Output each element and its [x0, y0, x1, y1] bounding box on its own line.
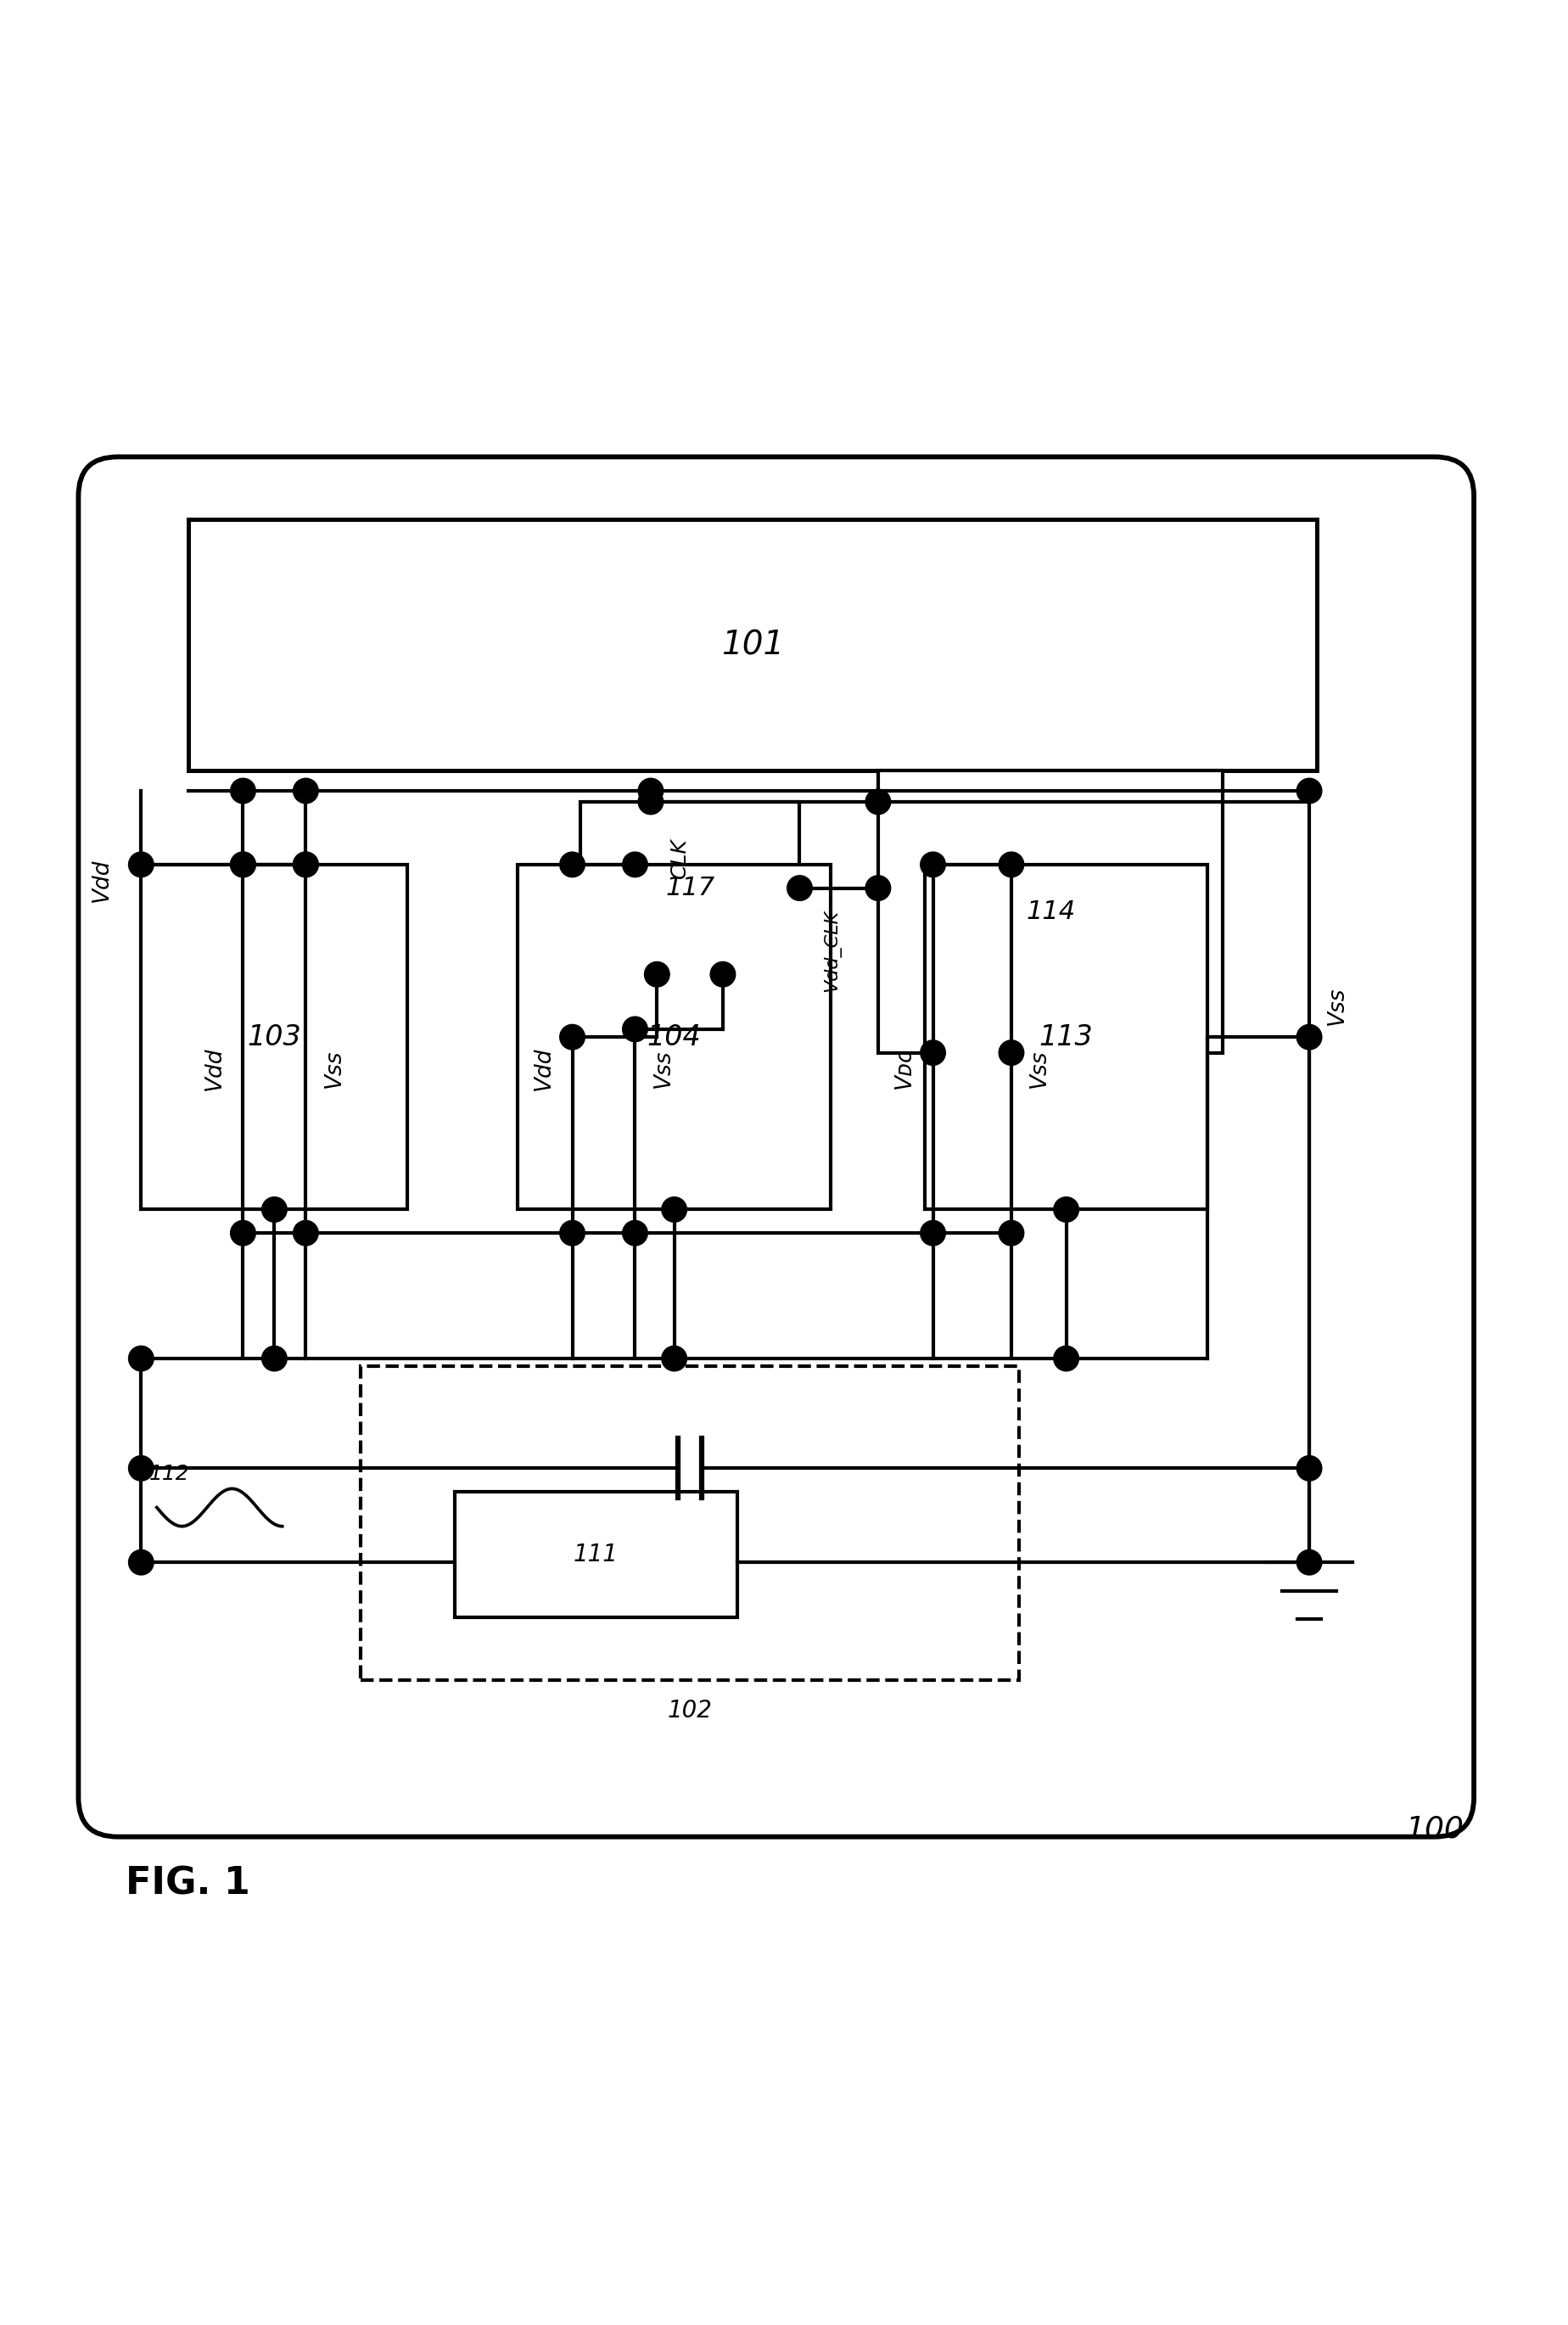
Circle shape: [866, 877, 891, 900]
Text: Vss: Vss: [1327, 986, 1348, 1025]
Text: CLK: CLK: [670, 837, 690, 879]
Circle shape: [129, 1455, 154, 1481]
Circle shape: [129, 1346, 154, 1372]
Circle shape: [638, 788, 663, 814]
Bar: [925, 865, 1207, 1209]
Text: 112: 112: [149, 1465, 190, 1483]
Circle shape: [1297, 1025, 1322, 1049]
Text: 111: 111: [574, 1544, 618, 1567]
Text: Vss: Vss: [323, 1049, 345, 1088]
Circle shape: [999, 1039, 1024, 1065]
FancyBboxPatch shape: [78, 456, 1474, 1837]
Text: 102: 102: [668, 1700, 712, 1723]
Circle shape: [293, 1221, 318, 1246]
Text: 103: 103: [248, 1023, 301, 1051]
Text: Vᴅᴄ: Vᴅᴄ: [894, 1049, 916, 1088]
Circle shape: [230, 851, 256, 877]
Text: 113: 113: [1040, 1023, 1093, 1051]
Text: Vdd: Vdd: [204, 1046, 226, 1090]
Text: FIG. 1: FIG. 1: [125, 1865, 249, 1902]
Bar: [517, 865, 831, 1209]
Circle shape: [293, 779, 318, 804]
Circle shape: [262, 1197, 287, 1223]
Text: 101: 101: [721, 628, 784, 660]
Bar: [361, 1367, 1019, 1681]
Circle shape: [129, 1551, 154, 1574]
Bar: [580, 802, 800, 974]
Circle shape: [1297, 779, 1322, 804]
Text: 117: 117: [665, 877, 715, 900]
Bar: [188, 518, 1317, 770]
Text: Vdd: Vdd: [533, 1046, 555, 1090]
Circle shape: [920, 851, 946, 877]
Circle shape: [710, 963, 735, 986]
Circle shape: [866, 788, 891, 814]
Circle shape: [622, 851, 648, 877]
Circle shape: [999, 1221, 1024, 1246]
Circle shape: [230, 1221, 256, 1246]
Circle shape: [1054, 1346, 1079, 1372]
Circle shape: [230, 779, 256, 804]
Circle shape: [1054, 1197, 1079, 1223]
Text: Vss: Vss: [1029, 1049, 1051, 1088]
Circle shape: [644, 963, 670, 986]
Circle shape: [129, 851, 154, 877]
Text: Vss: Vss: [652, 1049, 674, 1088]
Text: 104: 104: [648, 1023, 701, 1051]
Circle shape: [560, 1221, 585, 1246]
Bar: [878, 770, 1223, 1053]
Circle shape: [622, 1016, 648, 1042]
Circle shape: [560, 851, 585, 877]
Circle shape: [638, 779, 663, 804]
Circle shape: [1297, 1551, 1322, 1574]
Circle shape: [622, 1221, 648, 1246]
Circle shape: [920, 1039, 946, 1065]
Circle shape: [560, 1025, 585, 1049]
Text: 114: 114: [1025, 900, 1076, 923]
Circle shape: [920, 1221, 946, 1246]
Text: 100: 100: [1405, 1814, 1465, 1844]
Circle shape: [1297, 1455, 1322, 1481]
Circle shape: [662, 1197, 687, 1223]
Text: Vdd: Vdd: [91, 858, 113, 902]
Circle shape: [662, 1346, 687, 1372]
Circle shape: [293, 851, 318, 877]
Circle shape: [262, 1346, 287, 1372]
Text: Vdd_CLK: Vdd_CLK: [823, 909, 840, 993]
Circle shape: [787, 877, 812, 900]
Bar: [141, 865, 408, 1209]
Circle shape: [999, 851, 1024, 877]
Bar: [455, 1493, 737, 1618]
Circle shape: [293, 851, 318, 877]
Circle shape: [230, 851, 256, 877]
